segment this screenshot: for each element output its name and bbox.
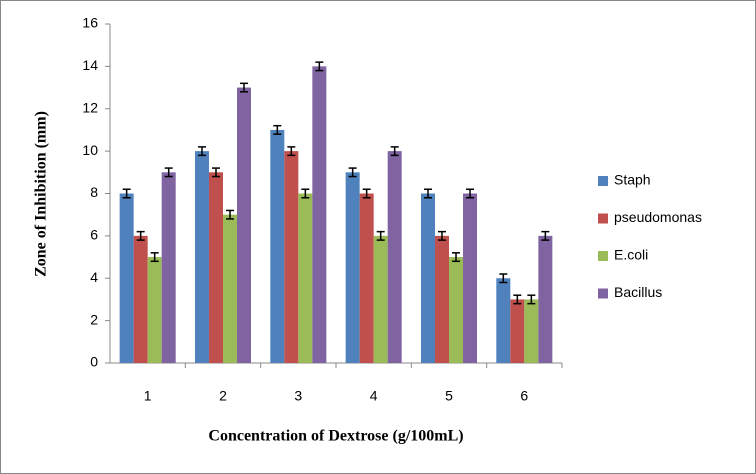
legend-label: Bacillus — [614, 284, 662, 300]
error-bar — [273, 124, 282, 135]
bar — [538, 235, 553, 363]
bar — [510, 299, 525, 363]
legend-swatch — [598, 251, 608, 261]
error-bar — [390, 146, 399, 157]
x-tick-label: 4 — [370, 388, 378, 404]
error-bar — [513, 294, 522, 305]
x-tick-label: 5 — [445, 388, 453, 404]
bar — [359, 193, 374, 363]
bar — [496, 278, 511, 363]
bar — [119, 193, 134, 363]
bar — [373, 235, 388, 363]
bar — [387, 151, 402, 363]
bar — [298, 193, 313, 363]
error-bar — [287, 146, 296, 157]
bar — [270, 129, 285, 363]
error-bar — [164, 167, 173, 178]
error-bar — [437, 230, 446, 241]
bar — [524, 299, 539, 363]
error-bar — [452, 252, 461, 263]
y-tick-label: 8 — [90, 184, 98, 200]
bar — [284, 151, 299, 363]
error-bar — [423, 188, 432, 199]
legend-label: pseudomonas — [614, 209, 702, 225]
y-tick-label: 10 — [82, 142, 98, 158]
bar — [208, 172, 223, 363]
error-bar — [499, 273, 508, 284]
bar — [147, 257, 162, 363]
error-bar — [136, 230, 145, 241]
x-tick-label: 1 — [144, 388, 152, 404]
legend-swatch — [598, 288, 608, 299]
x-tick-label: 3 — [294, 388, 302, 404]
error-bar — [122, 188, 131, 199]
y-tick-label: 0 — [90, 354, 98, 370]
legend-label: E.coli — [614, 247, 648, 263]
y-tick-label: 2 — [90, 311, 98, 327]
error-bar — [226, 209, 235, 220]
legend-swatch — [598, 213, 608, 224]
bar — [223, 214, 238, 363]
bar — [194, 151, 209, 363]
error-bar — [362, 188, 371, 199]
x-tick-label: 6 — [520, 388, 528, 404]
bar — [133, 235, 148, 363]
error-bar — [466, 188, 475, 199]
error-bar — [240, 82, 249, 93]
error-bar — [150, 252, 159, 263]
error-bar — [527, 294, 536, 305]
y-tick-label: 6 — [90, 227, 98, 243]
error-bar — [301, 188, 310, 199]
error-bar — [197, 146, 206, 157]
y-tick-label: 4 — [90, 269, 98, 285]
bar — [237, 87, 252, 363]
y-tick-label: 12 — [82, 99, 98, 115]
error-bar — [315, 61, 324, 72]
y-tick-label: 14 — [82, 57, 98, 73]
bar — [312, 66, 327, 363]
bar — [345, 172, 360, 363]
bar — [420, 193, 435, 363]
bar — [161, 172, 176, 363]
error-bar — [541, 230, 550, 241]
legend-swatch — [598, 176, 608, 186]
error-bar — [376, 230, 385, 241]
error-bar — [211, 167, 220, 178]
y-axis-label: Zone of Inhibition (mm) — [33, 111, 50, 277]
bar — [434, 235, 449, 363]
error-bar — [348, 167, 357, 178]
bar — [449, 257, 464, 363]
x-axis-label: Concentration of Dextrose (g/100mL) — [208, 428, 463, 445]
y-tick-label: 16 — [82, 15, 98, 31]
bar — [463, 193, 478, 363]
x-tick-label: 2 — [219, 388, 227, 404]
legend-label: Staph — [614, 172, 651, 188]
